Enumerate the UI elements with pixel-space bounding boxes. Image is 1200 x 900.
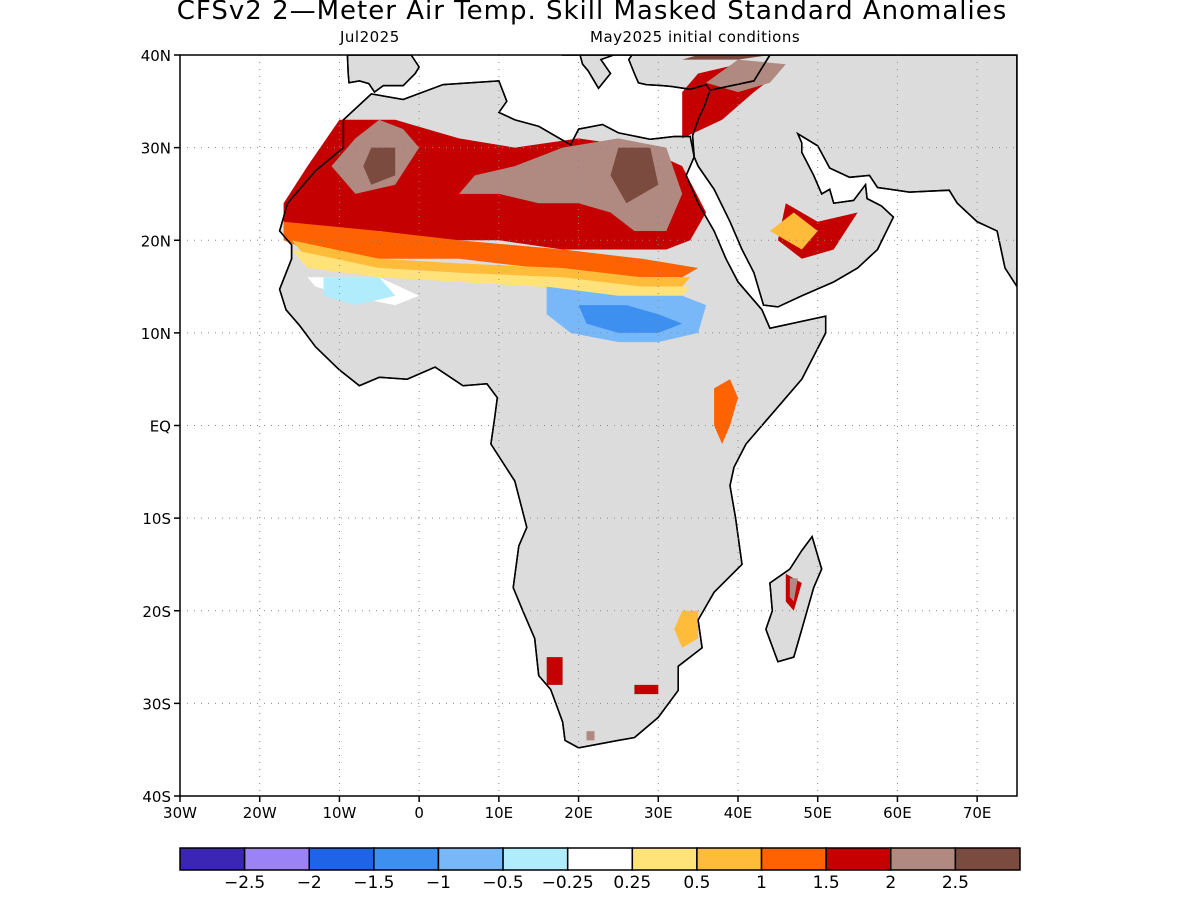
- colorbar-swatch: [696, 847, 763, 871]
- anomaly-patch: [714, 379, 738, 444]
- longitude-axis: 30W 20W 10W 0 10E 20E 30E 40E 50E 60E 70E: [163, 796, 991, 822]
- lon-tick-label: 30E: [644, 804, 673, 822]
- colorbar-swatch: [954, 847, 1021, 871]
- map-title: CFSv2 2—Meter Air Temp. Skill Masked Sta…: [176, 0, 1008, 26]
- colorbar-swatch: [502, 847, 569, 871]
- lon-tick-label: 40E: [724, 804, 753, 822]
- colorbar-swatch: [566, 847, 634, 871]
- lon-tick-label: 0: [414, 804, 424, 822]
- lon-tick-label: 20E: [564, 804, 593, 822]
- lat-tick-label: 10N: [141, 325, 171, 343]
- colorbar-label: −0.25: [542, 873, 594, 893]
- colorbar-label: −1: [426, 873, 451, 893]
- anomaly-patch: [706, 59, 786, 93]
- colorbar-swatch: [631, 847, 698, 871]
- lat-tick-label: 30S: [142, 695, 171, 713]
- colorbar-swatch: [890, 847, 957, 871]
- colorbar-label: 1: [756, 873, 767, 893]
- anomaly-patch: [789, 578, 798, 602]
- anomaly-layer: [283, 55, 858, 741]
- colorbar-swatch: [825, 847, 892, 871]
- colorbar-label: 0.25: [613, 873, 651, 893]
- lon-tick-label: 20W: [243, 804, 277, 822]
- colorbar-swatch: [760, 847, 827, 871]
- colorbar-label: −0.5: [482, 873, 523, 893]
- colorbar-swatch: [179, 847, 246, 871]
- lat-tick-label: 40S: [142, 788, 171, 806]
- lat-tick-label: 20N: [141, 232, 171, 250]
- colorbar-label: 0.5: [683, 873, 710, 893]
- anomaly-patch: [610, 147, 659, 204]
- lat-tick-label: 10S: [142, 510, 171, 528]
- anomaly-patch: [291, 249, 691, 296]
- forecast-month: Jul2025: [340, 28, 400, 46]
- initial-conditions: May2025 initial conditions: [590, 28, 801, 46]
- colorbar-label: −1.5: [353, 873, 394, 893]
- anomaly-patch: [682, 55, 770, 60]
- colorbar-label: −2: [297, 873, 322, 893]
- colorbar-swatch: [437, 847, 504, 871]
- anomaly-patch: [283, 221, 699, 278]
- lon-tick-label: 50E: [803, 804, 832, 822]
- anomaly-patch: [674, 610, 699, 648]
- lat-tick-label: 30N: [141, 140, 171, 158]
- lon-tick-label: 10W: [322, 804, 356, 822]
- map-plot-area: [180, 55, 1017, 796]
- lat-tick-label: EQ: [150, 418, 171, 436]
- anomaly-patch: [291, 240, 691, 287]
- anomaly-patch: [769, 212, 818, 250]
- lat-tick-label: 40N: [141, 47, 171, 65]
- anomaly-patch: [578, 305, 683, 333]
- coastline: [691, 55, 1017, 308]
- colorbar-swatch: [243, 847, 310, 871]
- anomaly-patch: [363, 147, 396, 185]
- lon-tick-label: 60E: [883, 804, 912, 822]
- lon-tick-label: 70E: [963, 804, 992, 822]
- coastline: [346, 55, 420, 94]
- anomaly-patch: [546, 657, 563, 685]
- colorbar-label: 1.5: [813, 873, 840, 893]
- coastline: [765, 535, 823, 663]
- anomaly-patch: [634, 684, 659, 695]
- lon-tick-label: 30W: [163, 804, 197, 822]
- colorbar-swatch: [308, 847, 375, 871]
- lat-tick-label: 20S: [142, 603, 171, 621]
- colorbar-label: 2: [885, 873, 896, 893]
- lon-tick-label: 10E: [485, 804, 514, 822]
- anomaly-patch: [323, 277, 396, 306]
- coastline: [278, 80, 827, 749]
- colorbar-label: −2.5: [224, 873, 265, 893]
- colorbar: −2.5 −2 −1.5 −1 −0.5 −0.25 0.25 0.5 1 1.5 2 2.5: [179, 847, 1021, 893]
- anomaly-patch: [586, 731, 595, 741]
- colorbar-swatch: [373, 847, 440, 871]
- colorbar-label: 2.5: [942, 873, 969, 893]
- latitude-axis: 40N 30N 20N 10N EQ 10S 20S 30S 40S: [141, 47, 180, 806]
